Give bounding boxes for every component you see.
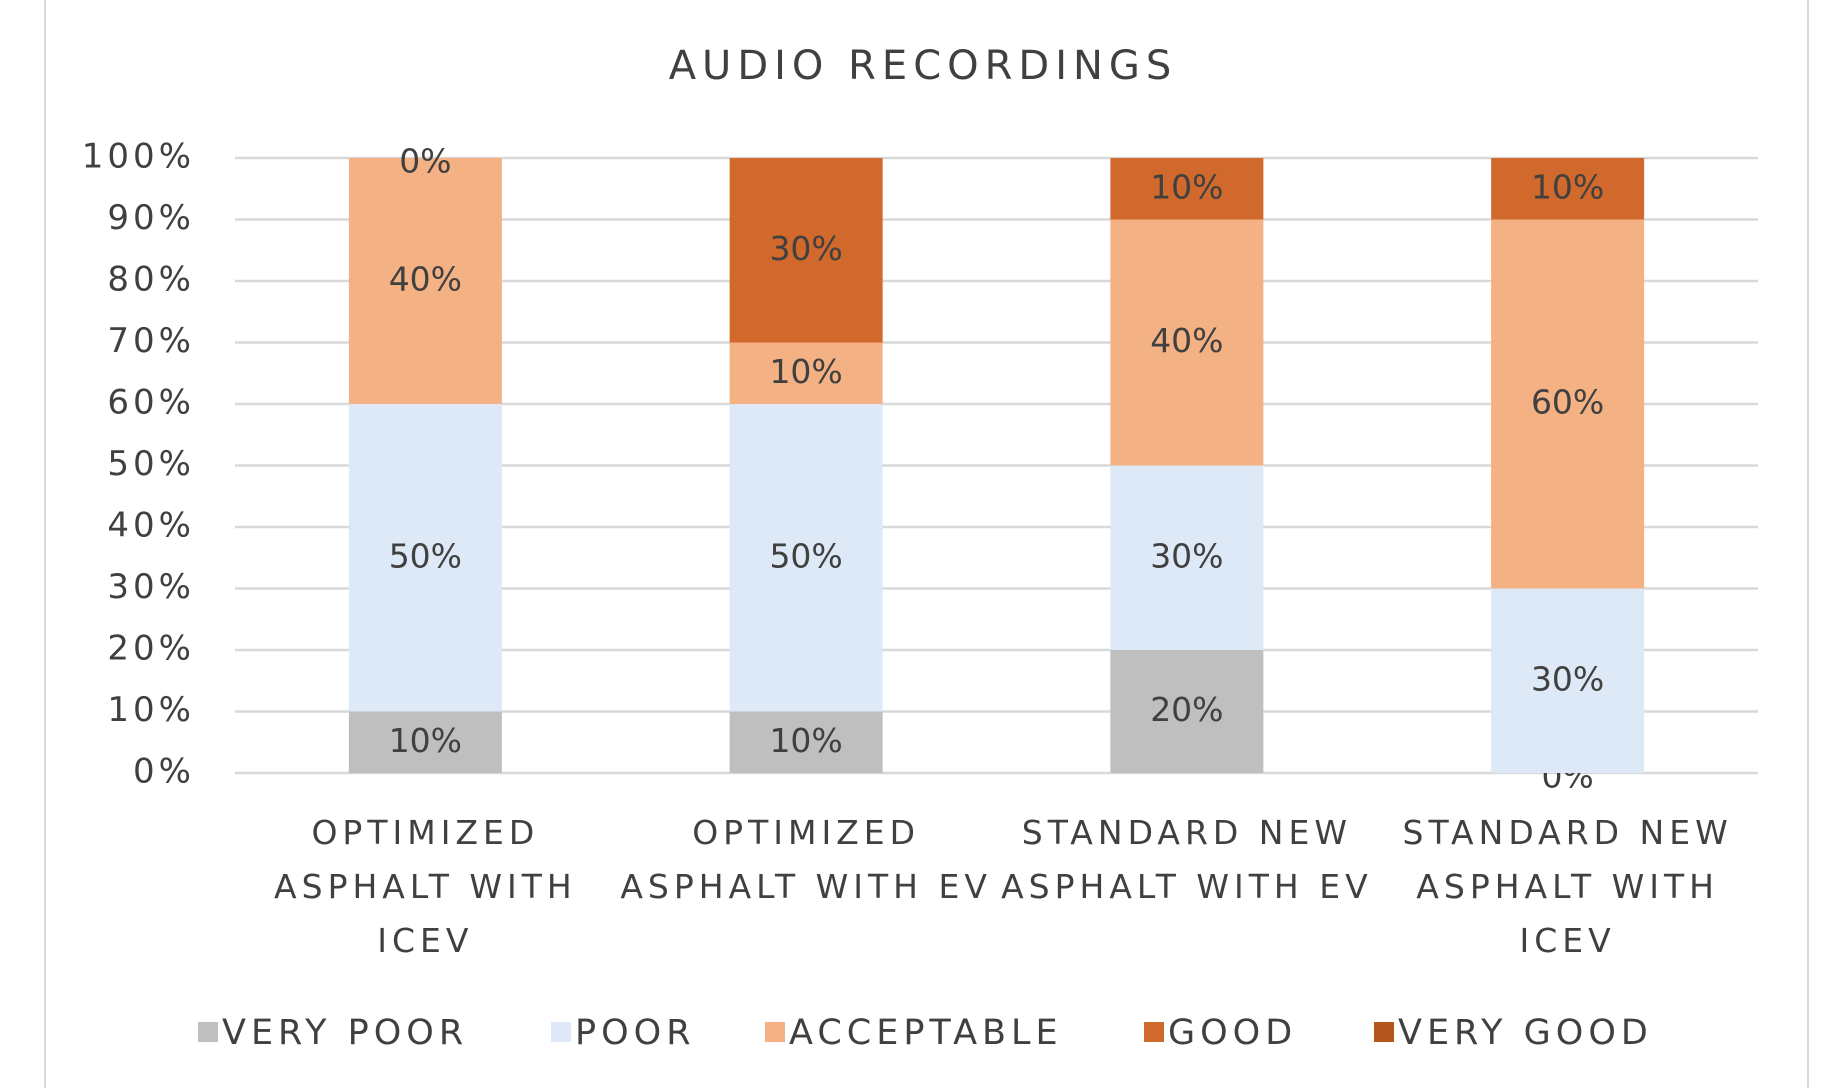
x-tick-label: STANDARD NEW ASPHALT WITH EV (1001, 813, 1373, 906)
legend-swatch (551, 1022, 571, 1042)
bar-segment (1110, 650, 1264, 773)
x-tick-label: OPTIMIZED ASPHALT WITH EV (620, 813, 992, 906)
bar-segment (729, 342, 883, 404)
bar-segment (729, 711, 883, 773)
y-tick-label: 30% (107, 567, 195, 607)
y-tick-label: 80% (107, 260, 195, 300)
legend-label: POOR (575, 1013, 696, 1053)
data-label: 60% (1531, 383, 1604, 422)
bar-segment (348, 711, 502, 773)
bar-segment (1491, 588, 1645, 773)
data-label: 10% (769, 721, 842, 760)
y-tick-label: 50% (107, 444, 195, 484)
legend-swatch (765, 1022, 785, 1042)
legend-label: VERY POOR (222, 1013, 468, 1053)
data-label: 20% (1150, 690, 1223, 729)
y-tick-label: 40% (107, 506, 195, 546)
y-tick-label: 0% (133, 752, 195, 792)
bar-segment (1491, 158, 1645, 220)
y-tick-label: 90% (107, 198, 195, 238)
chart-title: AUDIO RECORDINGS (669, 43, 1178, 89)
y-tick-label: 20% (107, 629, 195, 669)
data-label: 30% (769, 229, 842, 268)
bar-segment (729, 404, 883, 712)
bar-segment (729, 158, 883, 343)
y-tick-label: 100% (82, 137, 195, 177)
legend-label: ACCEPTABLE (789, 1013, 1063, 1053)
x-tick-label: OPTIMIZED ASPHALT WITH ICEV (274, 813, 577, 960)
data-label: 30% (1150, 536, 1223, 575)
data-label: 40% (1150, 321, 1223, 360)
data-label: 50% (769, 536, 842, 575)
x-tick-label: STANDARD NEW ASPHALT WITH ICEV (1402, 813, 1733, 960)
data-label: 10% (389, 721, 462, 760)
bar-segment (1110, 219, 1264, 466)
bar-segment (1110, 465, 1264, 650)
bar-segment (348, 158, 502, 404)
data-label: 0% (399, 142, 451, 181)
legend-swatch (1374, 1022, 1394, 1042)
y-tick-label: 60% (107, 383, 195, 423)
y-tick-label: 10% (107, 690, 195, 730)
data-label: 10% (1150, 167, 1223, 206)
legend-label: VERY GOOD (1398, 1013, 1653, 1053)
data-label: 40% (389, 260, 462, 299)
data-label: 10% (769, 352, 842, 391)
legend-swatch (198, 1022, 218, 1042)
data-label: 30% (1531, 659, 1604, 698)
bar-segment (348, 404, 502, 712)
y-tick-label: 70% (107, 321, 195, 361)
legend-swatch (1144, 1022, 1164, 1042)
bar-segment (1491, 219, 1645, 589)
bar-segment (1110, 158, 1264, 220)
legend-label: GOOD (1168, 1013, 1297, 1053)
data-label: 50% (389, 536, 462, 575)
data-label: 10% (1531, 167, 1604, 206)
